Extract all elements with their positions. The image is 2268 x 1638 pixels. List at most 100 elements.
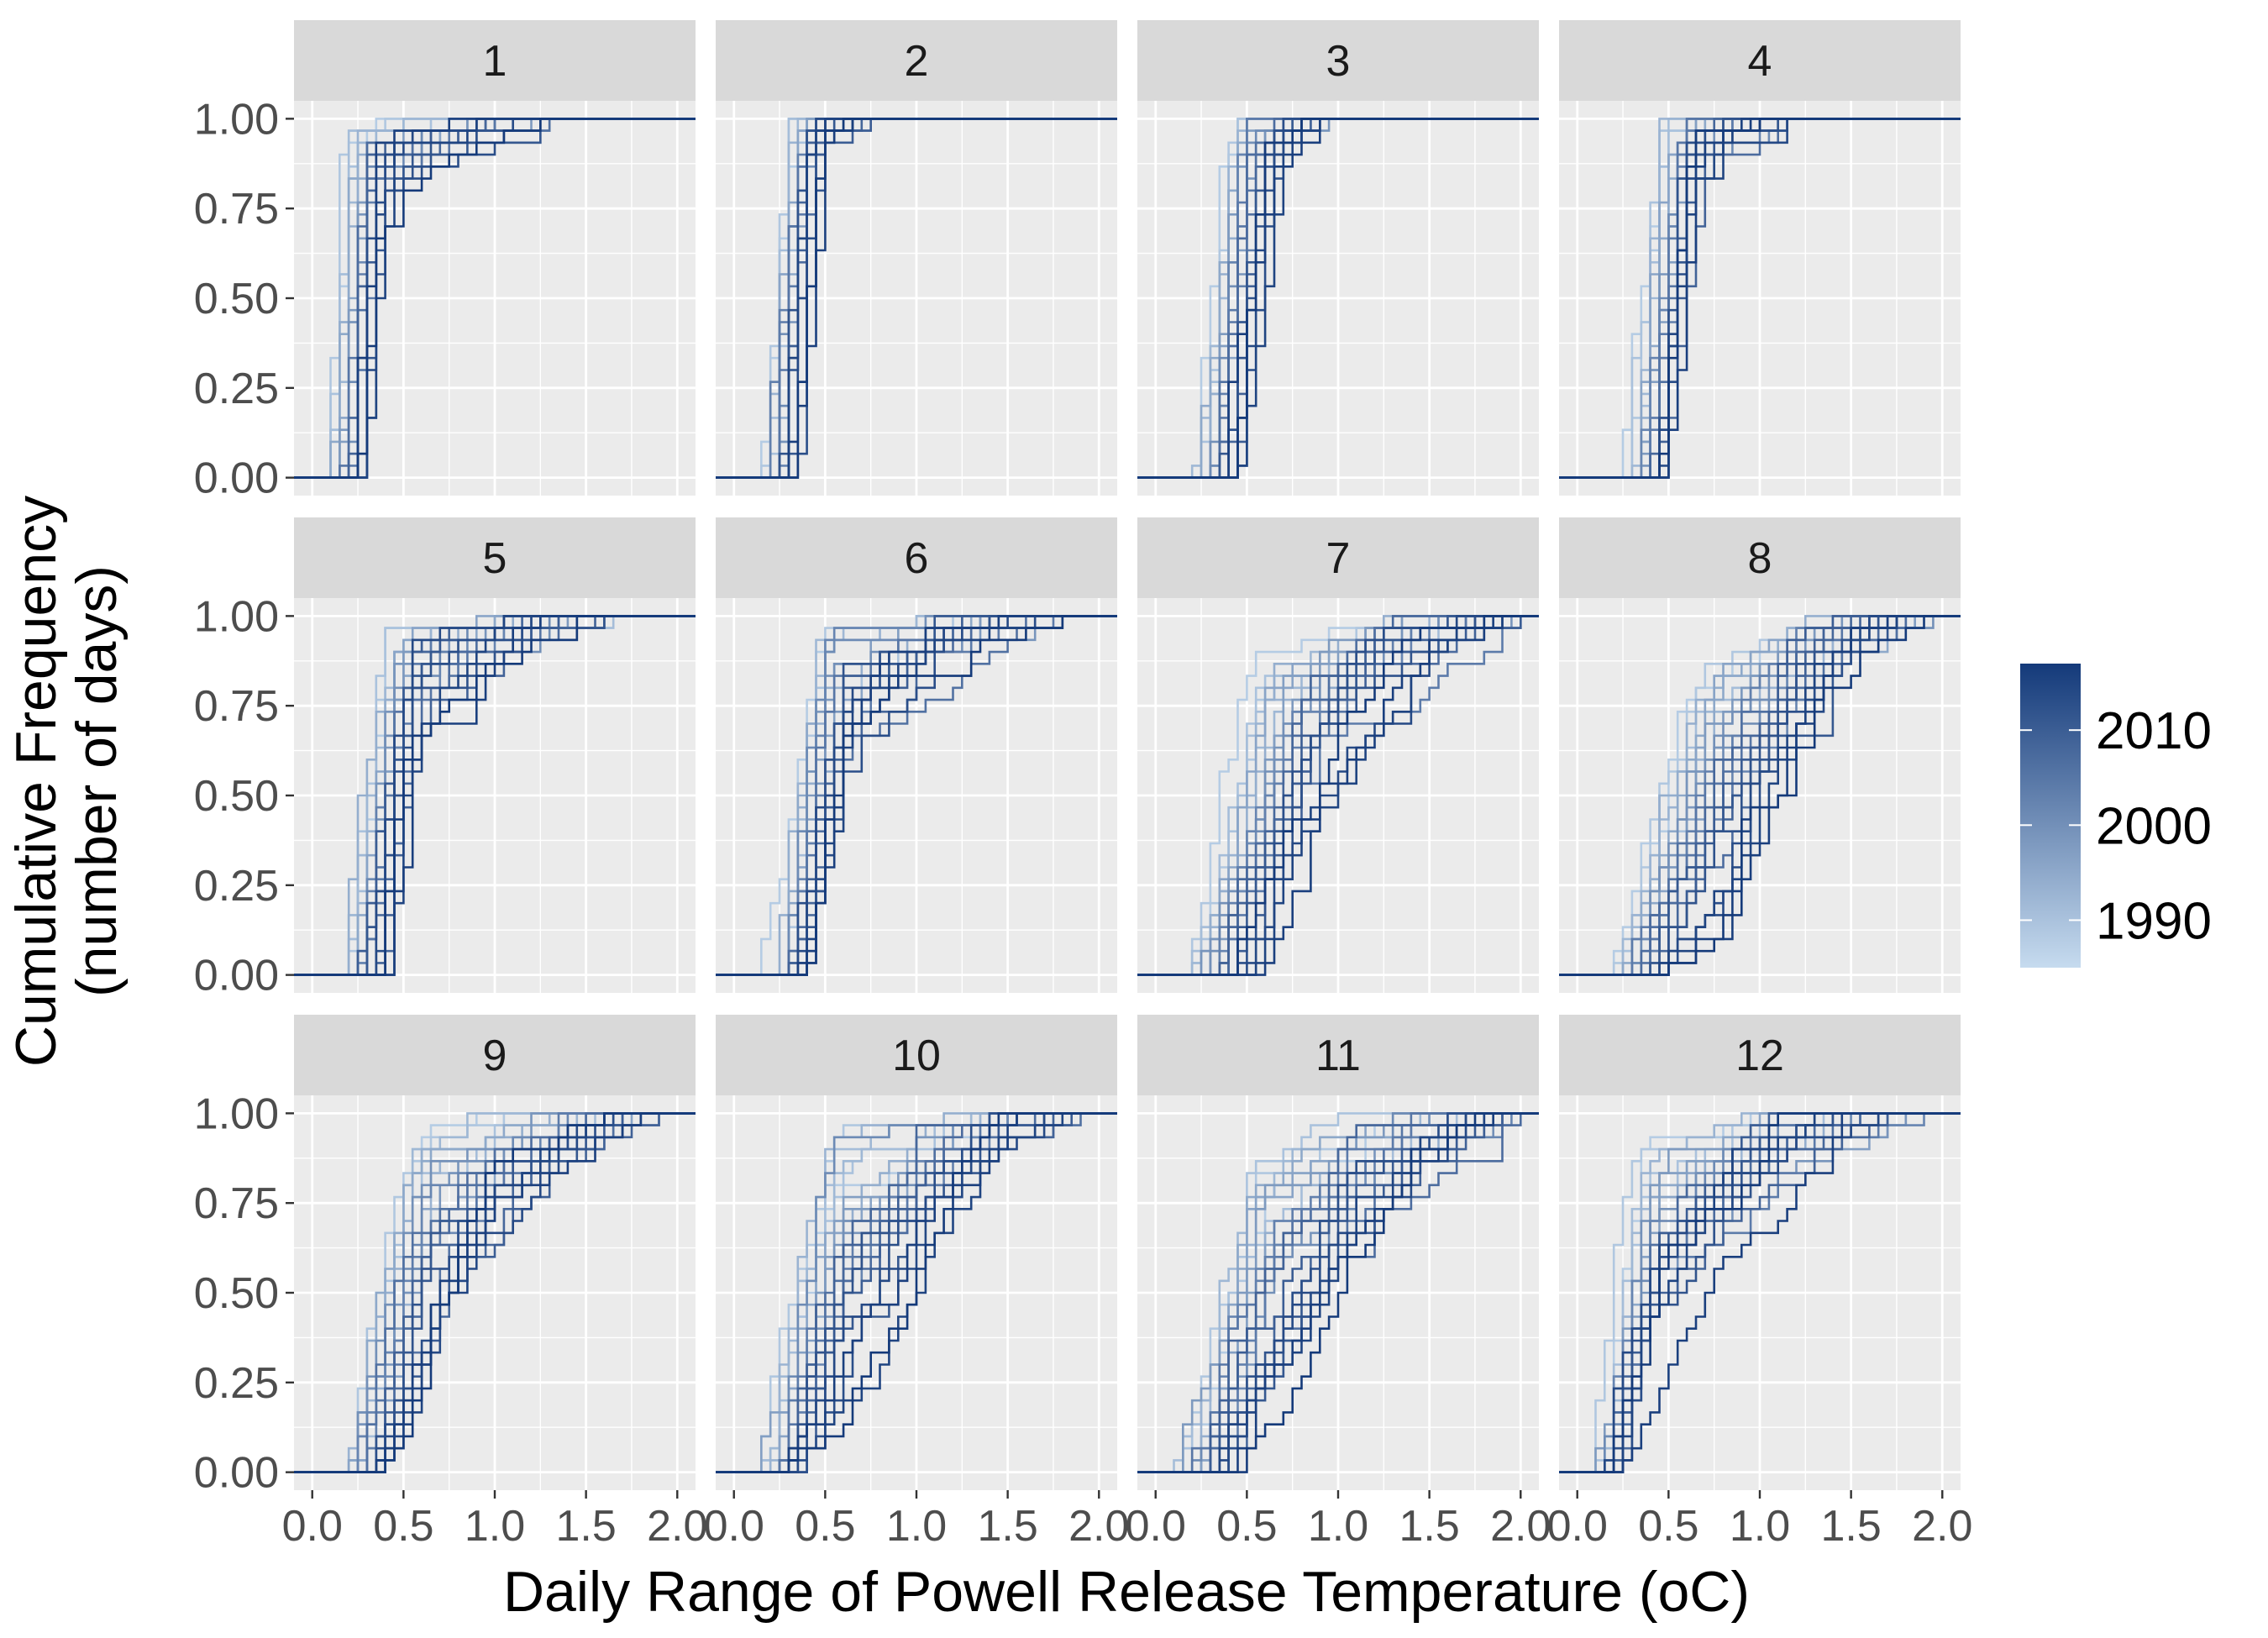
y-tick-label: 0.75 xyxy=(194,682,279,731)
colorbar-label: 2000 xyxy=(2096,797,2212,855)
y-tick-label: 0.75 xyxy=(194,185,279,234)
x-tick-label: 0.5 xyxy=(1216,1502,1277,1551)
series-line-2015 xyxy=(1559,1112,1961,1473)
series-line-2006 xyxy=(294,1112,696,1473)
facet-panel-6: 6 xyxy=(716,517,1117,993)
series-line-2014 xyxy=(1559,1112,1961,1473)
y-tick-label: 0.50 xyxy=(194,772,279,821)
x-tick-label: 2.0 xyxy=(1068,1502,1129,1551)
y-tick-label: 0.00 xyxy=(194,952,279,1000)
facet-strip-label: 1 xyxy=(483,37,507,86)
facet-panel-3: 3 xyxy=(1137,20,1539,496)
series-line-2015 xyxy=(294,118,696,479)
facet-strip-label: 3 xyxy=(1326,37,1351,86)
series-line-2016 xyxy=(1559,118,1961,479)
series-line-2017 xyxy=(294,615,696,976)
facet-panel-8: 8 xyxy=(1559,517,1961,993)
colorbar-legend: 2010 2000 1990 xyxy=(2020,664,2212,968)
series-line-2009 xyxy=(294,1112,696,1473)
series-group xyxy=(294,615,696,976)
facet-strip-label: 9 xyxy=(483,1032,507,1080)
x-tick-label: 1.0 xyxy=(465,1502,525,1551)
x-tick-label: 2.0 xyxy=(1912,1502,1972,1551)
series-line-2009 xyxy=(1137,1112,1539,1473)
y-tick-label: 0.00 xyxy=(194,1449,279,1498)
y-axis-title-line1: Cumulative Frequency xyxy=(4,496,68,1067)
y-tick-label: 1.00 xyxy=(194,1089,279,1138)
colorbar xyxy=(2020,664,2081,968)
y-tick-label: 0.25 xyxy=(194,862,279,911)
x-axis-title: Daily Range of Powell Release Temperatur… xyxy=(503,1560,1750,1624)
y-axis-title: Cumulative Frequency (number of days) xyxy=(4,496,129,1067)
y-axes: 0.00 0.25 0.50 0.75 1.00 0.00 0.25 0.50 0.75 1.00… xyxy=(194,95,294,1498)
series-line-2017 xyxy=(716,1112,1117,1473)
x-tick-label: 1.0 xyxy=(1730,1502,1790,1551)
series-line-2017 xyxy=(1137,118,1539,479)
series-group xyxy=(716,1112,1117,1473)
series-line-2017 xyxy=(1559,118,1961,479)
series-line-2012 xyxy=(1559,615,1961,976)
y-tick-label: 1.00 xyxy=(194,592,279,641)
series-line-2008 xyxy=(716,1112,1117,1473)
x-tick-label: 2.0 xyxy=(1490,1502,1551,1551)
series-line-2015 xyxy=(1559,615,1961,976)
facet-strip-label: 12 xyxy=(1735,1032,1784,1080)
facet-strip-label: 2 xyxy=(905,37,929,86)
x-tick-label: 0.5 xyxy=(1638,1502,1698,1551)
facet-strip xyxy=(1137,20,1539,101)
series-line-2016 xyxy=(716,1112,1117,1473)
facet-strip xyxy=(1559,20,1961,101)
series-line-2014 xyxy=(1137,1112,1539,1473)
series-line-2014 xyxy=(1137,615,1539,976)
x-tick-label: 1.0 xyxy=(886,1502,947,1551)
facet-strip xyxy=(294,517,696,598)
colorbar-label: 2010 xyxy=(2096,702,2212,760)
facet-panel-1: 1 xyxy=(294,20,696,496)
y-tick-label: 1.00 xyxy=(194,95,279,144)
x-tick-label: 1.0 xyxy=(1308,1502,1368,1551)
series-group xyxy=(1559,118,1961,479)
facet-panel-7: 7 xyxy=(1137,517,1539,993)
series-group xyxy=(1137,615,1539,976)
series-line-2014 xyxy=(716,1112,1117,1473)
series-line-2016 xyxy=(294,615,696,976)
facet-strip-label: 6 xyxy=(905,534,929,583)
series-line-2010 xyxy=(294,1112,696,1473)
series-line-1993 xyxy=(716,1112,1117,1473)
x-tick-label: 0.0 xyxy=(704,1502,764,1551)
x-tick-label: 1.5 xyxy=(977,1502,1037,1551)
series-line-2017 xyxy=(716,118,1117,479)
x-tick-label: 0.0 xyxy=(1547,1502,1608,1551)
facet-panel-12: 12 xyxy=(1559,1015,1961,1490)
series-group xyxy=(1137,118,1539,479)
facet-panel-11: 11 xyxy=(1137,1015,1539,1490)
series-line-1996 xyxy=(1559,118,1961,479)
x-tick-label: 0.0 xyxy=(282,1502,343,1551)
y-tick-label: 0.00 xyxy=(194,454,279,503)
series-line-2016 xyxy=(1137,615,1539,976)
y-tick-label: 0.25 xyxy=(194,1359,279,1408)
x-tick-label: 1.5 xyxy=(1399,1502,1459,1551)
series-group xyxy=(716,615,1117,976)
series-line-2011 xyxy=(294,1112,696,1473)
facet-strip-label: 10 xyxy=(892,1032,941,1080)
series-line-2017 xyxy=(1137,615,1539,976)
x-axes: 0.0 0.5 1.0 1.5 2.00.0 0.5 1.0 1.5 2.00.0 0.5 1.0 1… xyxy=(282,1490,1972,1551)
y-axis-title-line2: (number of days) xyxy=(65,565,129,997)
series-line-2015 xyxy=(294,615,696,976)
series-line-2017 xyxy=(1559,615,1961,976)
facet-strip xyxy=(716,1015,1117,1095)
series-line-1989 xyxy=(1559,1112,1961,1473)
x-tick-label: 0.5 xyxy=(795,1502,855,1551)
facet-panel-9: 9 xyxy=(294,1015,696,1490)
series-line-2014 xyxy=(294,615,696,976)
series-line-2015 xyxy=(1137,118,1539,479)
y-tick-label: 0.50 xyxy=(194,1269,279,1318)
series-line-2017 xyxy=(1137,1112,1539,1473)
series-line-2017 xyxy=(294,1112,696,1473)
series-line-2017 xyxy=(1559,1112,1961,1473)
x-tick-label: 0.0 xyxy=(1126,1502,1186,1551)
facet-strip xyxy=(1559,1015,1961,1095)
series-group xyxy=(1559,615,1961,976)
facet-strip xyxy=(1137,517,1539,598)
